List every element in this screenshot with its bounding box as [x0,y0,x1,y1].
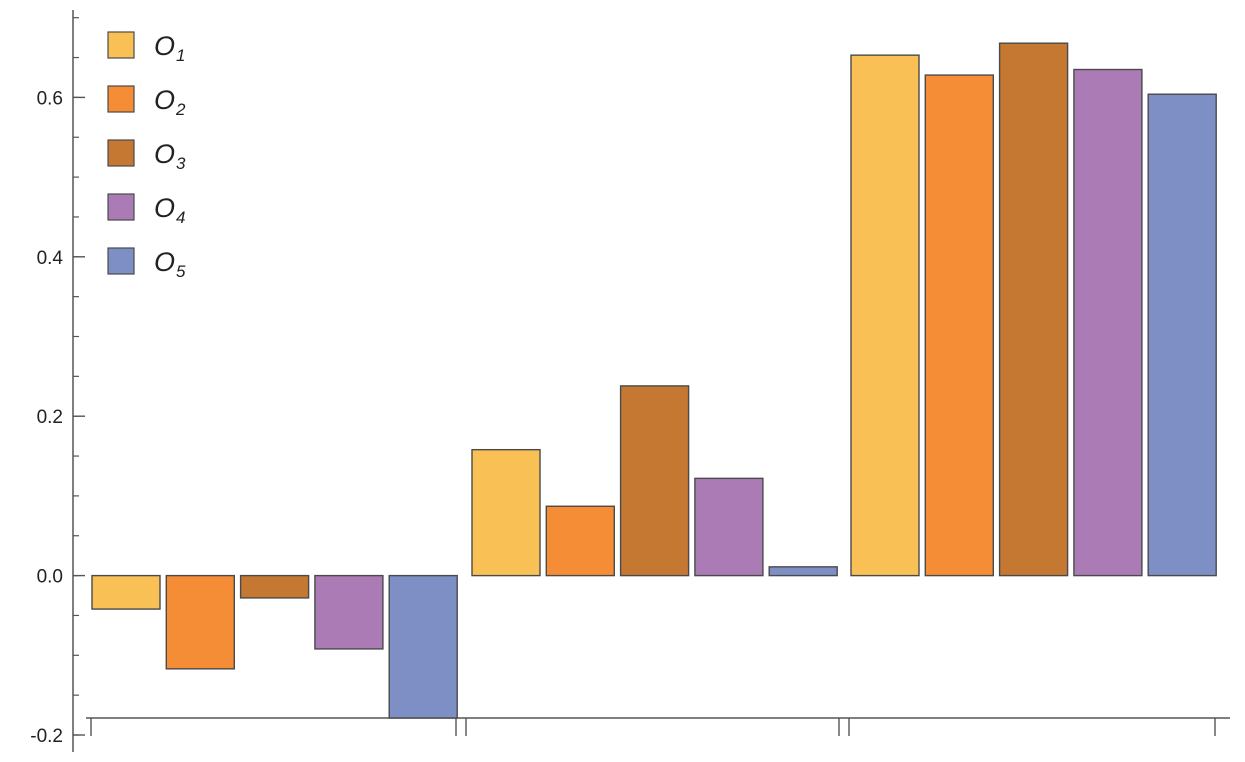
y-tick-label: 0.2 [37,407,63,428]
bar-o4-group-2 [694,477,764,577]
bar-o5-group-1 [388,574,458,719]
y-tick-label: 0.4 [37,248,64,269]
legend-swatch [107,31,135,59]
bar-o3-group-2 [619,385,690,577]
legend-swatch [107,85,135,113]
legend-label: O3 [154,139,186,173]
legend-item-o5: O5 [107,247,186,281]
bar-o2-group-3 [924,74,994,577]
legend-label: O1 [154,31,185,65]
bar-o2-group-1 [165,574,236,670]
legend-swatch [107,193,135,221]
bar-o4-group-1 [314,574,384,650]
bar-o5-group-3 [1147,93,1217,577]
legend-item-o3: O3 [107,139,186,173]
legend: O1 O2 O3 O4 O5 [107,31,186,281]
bar-o1-group-3 [850,54,920,577]
x-axis [86,717,1230,736]
legend-item-o1: O1 [107,31,185,65]
bars-layer [91,42,1217,719]
legend-item-o4: O4 [107,193,185,227]
bar-o5-group-2 [768,566,838,577]
legend-item-o2: O2 [107,85,186,119]
bar-o3-group-1 [239,574,310,599]
legend-swatch [107,247,135,275]
y-axis: -0.2 0.0 0.2 0.4 0.6 [30,10,85,752]
bar-o2-group-2 [545,505,615,577]
legend-label: O2 [154,85,186,119]
legend-swatch [107,139,135,167]
bar-o1-group-2 [471,448,541,577]
legend-label: O4 [154,193,185,227]
y-tick-label: -0.2 [30,726,63,747]
y-tick-label: 0.0 [37,567,63,588]
y-tick-label: 0.6 [37,88,63,109]
bar-o3-group-3 [998,42,1069,577]
legend-label: O5 [154,247,186,281]
bar-o1-group-1 [91,574,161,610]
bar-o4-group-3 [1073,68,1143,577]
